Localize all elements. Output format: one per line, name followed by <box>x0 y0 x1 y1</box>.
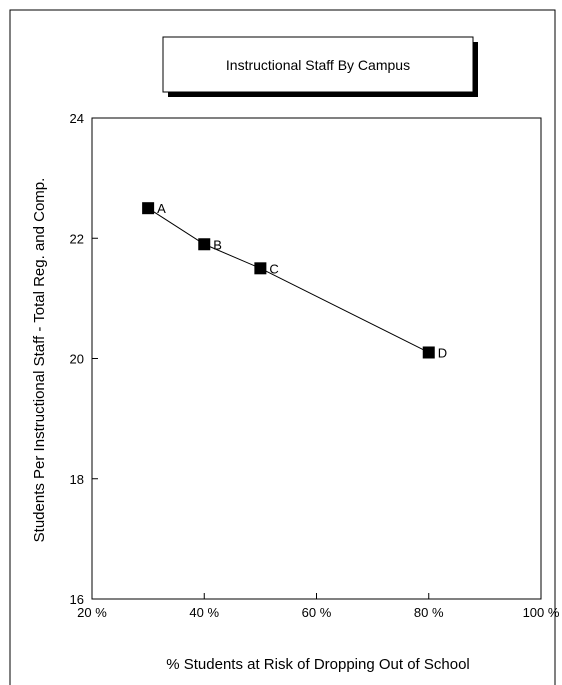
y-tick-label: 16 <box>70 592 84 607</box>
x-tick-label: 60 % <box>302 605 332 620</box>
data-point-marker <box>254 262 267 275</box>
series-group: A B C D <box>142 201 447 360</box>
series-line <box>147 207 429 353</box>
x-tick-label: 100 % <box>523 605 560 620</box>
title-box <box>162 36 474 93</box>
data-point-label: A <box>157 201 166 216</box>
y-tick-label: 20 <box>70 352 84 367</box>
y-tick-label: 22 <box>70 231 84 246</box>
data-point-marker <box>422 346 435 359</box>
data-point-label: C <box>269 261 278 276</box>
x-axis-title: % Students at Risk of Dropping Out of Sc… <box>166 656 470 673</box>
y-axis-title: Students Per Instructional Staff - Total… <box>31 178 48 543</box>
axis-ticks: 16 18 20 22 24 20 % 40 % 60 % 80 % 100 % <box>70 111 560 620</box>
chart-border <box>9 9 556 685</box>
chart-title: Instructional Staff By Campus <box>226 57 410 73</box>
y-tick-label: 18 <box>70 472 84 487</box>
y-tick-label: 24 <box>70 111 84 126</box>
x-tick-label: 80 % <box>414 605 444 620</box>
x-tick-label: 40 % <box>189 605 219 620</box>
data-point-marker <box>142 202 155 215</box>
data-point-label: D <box>438 345 447 360</box>
data-point-marker <box>198 238 211 251</box>
x-tick-label: 20 % <box>77 605 107 620</box>
data-point-label: B <box>213 237 222 252</box>
